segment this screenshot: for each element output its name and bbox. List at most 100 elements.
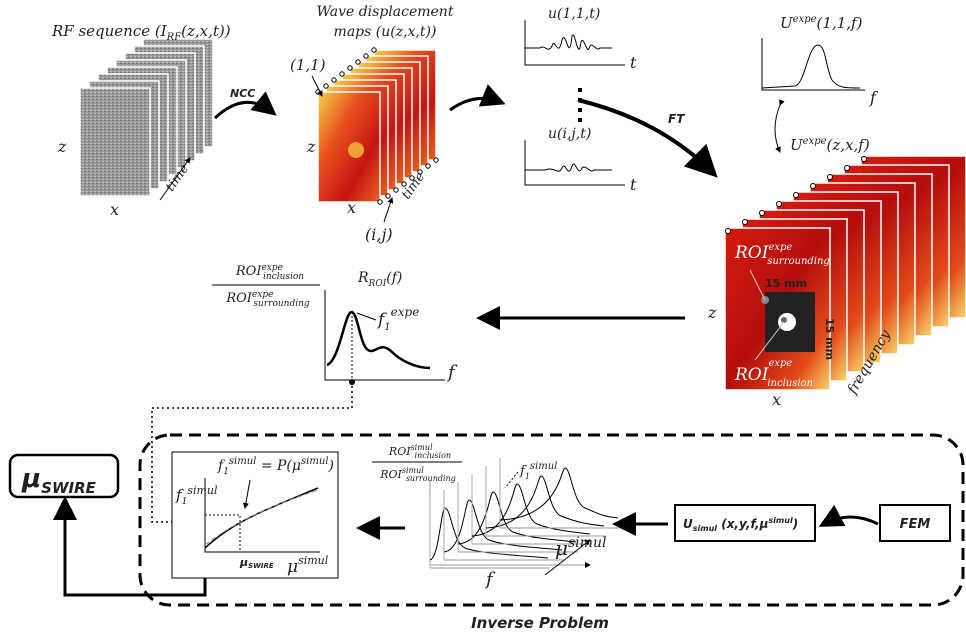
axis-label: t bbox=[630, 53, 637, 72]
text-part: simul bbox=[229, 456, 256, 467]
size-label: 15 mm bbox=[765, 277, 807, 290]
text-part: SWIRE bbox=[248, 562, 274, 570]
text-part: = P(μ bbox=[256, 458, 301, 474]
signal-label: u(i,j,t) bbox=[548, 126, 591, 142]
signal bbox=[525, 164, 612, 171]
text-part: (x,y,f,μ bbox=[717, 517, 769, 531]
signal bbox=[525, 35, 612, 50]
text-part: 1 bbox=[525, 472, 530, 481]
text-part: expe bbox=[768, 358, 792, 369]
ellipsis bbox=[578, 108, 582, 112]
plot-label: Uexpe(1,1,f) bbox=[780, 14, 863, 32]
axis-label: x bbox=[772, 390, 781, 409]
pixel-marker bbox=[434, 158, 438, 162]
title: maps (u(z,x,t)) bbox=[334, 24, 437, 40]
text-part: simul bbox=[693, 524, 718, 533]
text-part: simul bbox=[301, 456, 328, 467]
arrow bbox=[578, 100, 712, 172]
pixel-marker bbox=[372, 48, 376, 52]
text-part: ROI bbox=[379, 468, 402, 481]
text-part: inclusion bbox=[415, 451, 452, 460]
text-part: expe bbox=[793, 14, 817, 25]
pixel-marker bbox=[356, 60, 360, 64]
text-part: μ bbox=[21, 464, 41, 494]
axis bbox=[525, 20, 625, 65]
rf-label: RF sequence (IRF(z,x,t)) bbox=[51, 22, 231, 43]
plot-label: RROI(f) bbox=[357, 270, 402, 289]
fraction: ROIexpesurrounding bbox=[225, 290, 310, 309]
text-part: ROI bbox=[734, 365, 769, 385]
text-part: (f) bbox=[386, 270, 402, 286]
text-part: simul bbox=[187, 484, 218, 497]
link bbox=[775, 105, 780, 152]
text-part: expe bbox=[768, 242, 792, 253]
pixel-marker bbox=[743, 220, 748, 225]
arrow bbox=[215, 102, 272, 118]
arrow bbox=[824, 517, 878, 524]
text-part: simul bbox=[568, 535, 606, 551]
label: (1,1) bbox=[290, 56, 326, 74]
arrow-label: FT bbox=[668, 112, 685, 126]
text-part: ROI bbox=[368, 279, 387, 289]
text-part: μ bbox=[239, 556, 248, 569]
pixel-marker bbox=[777, 202, 782, 207]
pixel-marker bbox=[426, 164, 430, 168]
text-part: μ bbox=[287, 557, 298, 577]
pixel-marker bbox=[845, 166, 850, 171]
axis bbox=[762, 38, 865, 90]
text-part: R bbox=[357, 270, 369, 286]
pixel-marker bbox=[794, 193, 799, 198]
text-part: RF bbox=[166, 32, 183, 43]
peak-marker bbox=[349, 379, 355, 385]
text-part: (z,x,f) bbox=[827, 136, 870, 154]
spectrum bbox=[762, 45, 860, 88]
axis-label: z bbox=[707, 303, 717, 322]
curve bbox=[500, 468, 618, 520]
text-part: ROI bbox=[388, 445, 411, 458]
text-part: ) bbox=[327, 458, 333, 474]
text-part: surrounding bbox=[767, 256, 829, 267]
text-part: SWIRE bbox=[41, 479, 96, 497]
pixel-marker bbox=[828, 175, 833, 180]
inclusion bbox=[778, 313, 796, 331]
text-part: expe bbox=[391, 305, 420, 319]
text-part: μ bbox=[555, 536, 568, 560]
fem-label: FEM bbox=[900, 517, 931, 532]
pointer bbox=[384, 198, 392, 222]
pixel-marker bbox=[811, 184, 816, 189]
text-part: surrounding bbox=[253, 299, 309, 309]
text-part: simul bbox=[530, 461, 557, 472]
text-part: simul bbox=[298, 554, 329, 567]
rf-frame bbox=[80, 88, 150, 196]
axis-label: z bbox=[57, 137, 67, 156]
text-part: RF sequence (I bbox=[51, 22, 168, 40]
text-part: U bbox=[683, 517, 693, 531]
text-part: ROI bbox=[235, 264, 262, 279]
axis-label: f bbox=[869, 88, 879, 107]
text-part: ) bbox=[792, 517, 798, 531]
axis bbox=[525, 140, 625, 185]
axis-label: μsimul bbox=[555, 535, 606, 560]
text-part: 1 bbox=[384, 322, 390, 333]
axis-label: f bbox=[484, 569, 496, 590]
pixel-marker bbox=[862, 157, 867, 162]
text-part: inclusion bbox=[263, 272, 304, 282]
pointer bbox=[357, 313, 376, 320]
text-part: ROI bbox=[734, 243, 769, 263]
peak-label: f1expe bbox=[376, 305, 419, 333]
text-part: (1,1,f) bbox=[817, 14, 863, 32]
diagram: RF sequence (IRF(z,x,t)) z x time NCC Wa… bbox=[0, 0, 966, 640]
text-part: expe bbox=[803, 136, 827, 147]
peak-label: f1simul bbox=[519, 461, 557, 481]
arrow bbox=[450, 98, 500, 110]
axis-label: x bbox=[347, 198, 356, 217]
text-part: 1 bbox=[182, 497, 188, 507]
axis-label: x bbox=[110, 200, 119, 219]
text-part: 1 bbox=[223, 467, 229, 477]
box-label: Inverse Problem bbox=[471, 614, 609, 632]
axis-label: t bbox=[630, 175, 637, 194]
ellipsis bbox=[578, 118, 582, 122]
pixel-marker bbox=[726, 229, 731, 234]
